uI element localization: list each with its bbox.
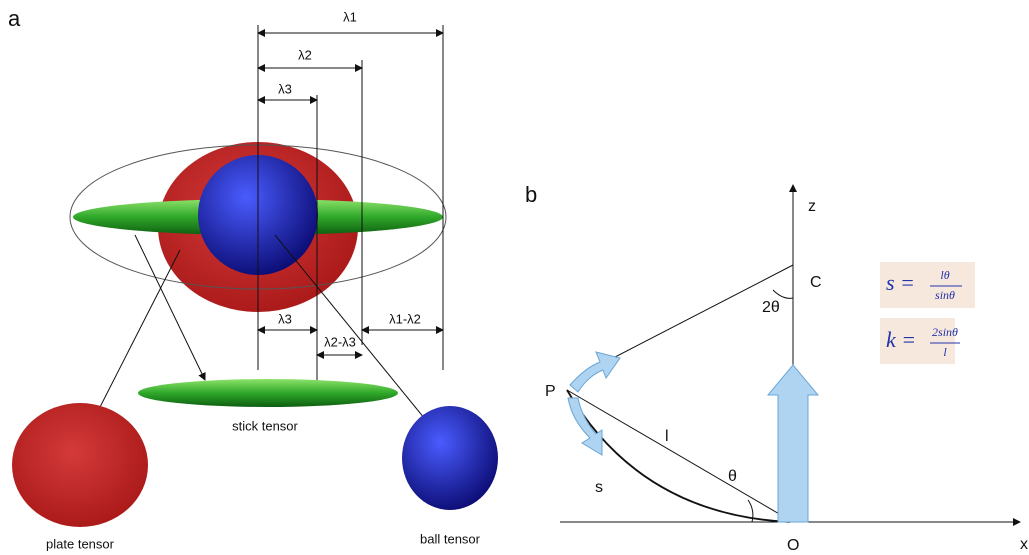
angle-label: 2θ xyxy=(762,299,780,316)
tensor-label: ball tensor xyxy=(420,531,481,546)
formula-lhs: s = xyxy=(886,270,915,295)
axis-label: x xyxy=(1020,536,1028,553)
formula-box xyxy=(880,262,975,308)
arc-label: s xyxy=(595,479,603,496)
panel-label: a xyxy=(8,6,21,31)
dim-label: λ2-λ3 xyxy=(324,334,356,349)
dimension-lines xyxy=(71,25,461,463)
tensor-label: stick tensor xyxy=(232,418,298,433)
point-label: P xyxy=(545,383,556,400)
angle-label: θ xyxy=(728,468,737,485)
formula-den: sinθ xyxy=(935,288,955,302)
dim-label: λ3 xyxy=(278,81,292,96)
dim-label: λ1 xyxy=(343,9,357,24)
curved-arrow xyxy=(567,397,603,456)
formula-den: l xyxy=(943,345,947,359)
formula-num: lθ xyxy=(940,268,949,282)
formula-num: 2sinθ xyxy=(932,325,958,339)
dim-label: λ3 xyxy=(278,311,292,326)
point-label: C xyxy=(810,274,822,291)
plate-tensor xyxy=(12,403,148,527)
dim-label: λ2 xyxy=(298,47,312,62)
geometry xyxy=(560,184,1021,526)
formula-box xyxy=(880,318,955,364)
panel-label: b xyxy=(525,182,537,207)
curved-arrow xyxy=(569,351,621,393)
axis-label: z xyxy=(808,198,816,215)
force-arrow xyxy=(766,364,820,523)
formula-lhs: k = xyxy=(886,327,916,352)
ball-tensor xyxy=(402,406,498,510)
tensor-label: plate tensor xyxy=(46,536,115,551)
point-label: O xyxy=(787,537,799,554)
dim-label: λ1-λ2 xyxy=(389,311,421,326)
stick-tensor xyxy=(138,379,398,407)
segment-label: l xyxy=(665,428,669,445)
